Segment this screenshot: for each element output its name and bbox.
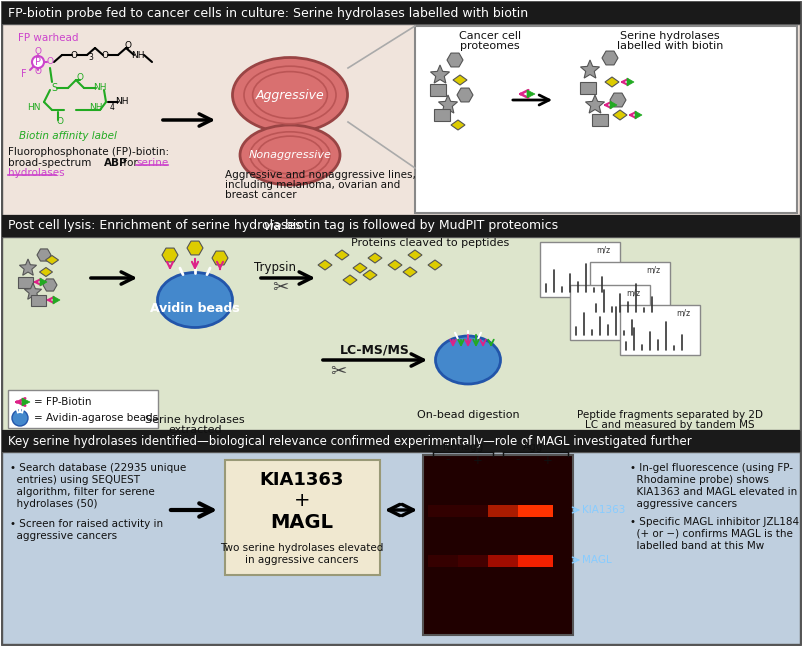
Text: Nonaggressive: Nonaggressive: [249, 150, 331, 160]
Text: +: +: [473, 453, 483, 466]
FancyBboxPatch shape: [2, 452, 800, 644]
FancyBboxPatch shape: [620, 305, 700, 355]
Polygon shape: [353, 263, 367, 273]
Polygon shape: [605, 77, 619, 87]
Polygon shape: [451, 120, 465, 130]
FancyBboxPatch shape: [2, 2, 800, 24]
Ellipse shape: [157, 273, 233, 328]
Text: 3: 3: [88, 54, 94, 63]
Text: extracted: extracted: [168, 425, 222, 435]
Polygon shape: [439, 95, 457, 113]
Polygon shape: [335, 250, 349, 260]
Text: 4: 4: [110, 103, 115, 112]
Text: Fluorophosphonate (FP)-biotin:: Fluorophosphonate (FP)-biotin:: [8, 147, 169, 157]
Text: Agg: Agg: [523, 442, 543, 452]
Polygon shape: [162, 248, 178, 262]
FancyBboxPatch shape: [570, 285, 650, 340]
Text: • In-gel fluorescence (using FP-: • In-gel fluorescence (using FP-: [630, 463, 793, 473]
FancyBboxPatch shape: [488, 555, 518, 567]
Text: O: O: [76, 74, 83, 83]
Polygon shape: [457, 88, 473, 102]
FancyBboxPatch shape: [8, 390, 158, 428]
Polygon shape: [408, 250, 422, 260]
Text: labelled band at this Mw: labelled band at this Mw: [630, 541, 764, 551]
FancyBboxPatch shape: [518, 505, 553, 517]
Text: Proteins cleaved to peptides: Proteins cleaved to peptides: [351, 238, 509, 248]
Text: ABP: ABP: [104, 158, 128, 168]
Text: m/z: m/z: [626, 289, 640, 298]
Text: including melanoma, ovarian and: including melanoma, ovarian and: [225, 180, 400, 190]
Polygon shape: [627, 78, 634, 86]
Polygon shape: [212, 251, 228, 265]
Text: MAGL: MAGL: [582, 555, 612, 565]
Text: • Specific MAGL inhibitor JZL184: • Specific MAGL inhibitor JZL184: [630, 517, 799, 527]
Text: = FP-Biotin: = FP-Biotin: [34, 397, 91, 407]
Text: NH: NH: [93, 83, 107, 92]
Polygon shape: [368, 253, 382, 263]
Ellipse shape: [233, 57, 347, 132]
Text: algorithm, filter for serene: algorithm, filter for serene: [10, 487, 155, 497]
Text: Post cell lysis: Enrichment of serine hydrolases: Post cell lysis: Enrichment of serine hy…: [8, 220, 306, 233]
Polygon shape: [581, 60, 600, 78]
Text: m/z: m/z: [646, 266, 660, 275]
Polygon shape: [527, 90, 535, 98]
Text: Rhodamine probe) shows: Rhodamine probe) shows: [630, 475, 769, 485]
Polygon shape: [46, 256, 59, 264]
Text: broad-spectrum: broad-spectrum: [8, 158, 95, 168]
FancyBboxPatch shape: [2, 215, 800, 237]
Text: HN: HN: [27, 103, 41, 112]
Text: +: +: [543, 453, 553, 466]
Text: proteomes: proteomes: [460, 41, 520, 51]
Text: = Avidin-agarose beads: = Avidin-agarose beads: [34, 413, 158, 423]
FancyBboxPatch shape: [590, 262, 670, 317]
Polygon shape: [343, 275, 357, 285]
Polygon shape: [363, 270, 377, 280]
Polygon shape: [635, 111, 642, 119]
FancyBboxPatch shape: [458, 555, 488, 567]
Text: LC-MS/MS: LC-MS/MS: [340, 344, 410, 357]
Text: aggressive cancers: aggressive cancers: [10, 531, 117, 541]
Text: +: +: [294, 490, 310, 510]
Text: F: F: [21, 69, 26, 79]
Text: Avidin beads: Avidin beads: [150, 302, 240, 315]
Text: serine: serine: [136, 158, 168, 168]
Text: (+ or −) confirms MAGL is the: (+ or −) confirms MAGL is the: [630, 529, 793, 539]
Text: in aggressive cancers: in aggressive cancers: [245, 555, 358, 565]
Text: S: S: [51, 83, 57, 93]
FancyBboxPatch shape: [488, 505, 518, 517]
FancyBboxPatch shape: [434, 109, 450, 121]
FancyBboxPatch shape: [580, 82, 596, 94]
Text: O: O: [124, 41, 132, 50]
Text: ✂: ✂: [272, 278, 288, 298]
FancyBboxPatch shape: [518, 555, 553, 567]
Text: P: P: [35, 57, 41, 67]
Text: Biotin affinity label: Biotin affinity label: [19, 131, 117, 141]
Polygon shape: [585, 95, 605, 113]
Text: Nonagg: Nonagg: [443, 442, 483, 452]
Text: hydrolases: hydrolases: [8, 168, 65, 178]
Text: Aggressive: Aggressive: [256, 89, 324, 101]
Text: Peptide fragments separated by 2D: Peptide fragments separated by 2D: [577, 410, 763, 420]
FancyBboxPatch shape: [430, 84, 446, 96]
Circle shape: [12, 410, 28, 426]
Text: O: O: [34, 48, 42, 56]
Text: LC and measured by tandem MS: LC and measured by tandem MS: [585, 420, 755, 430]
Text: KIA1363: KIA1363: [582, 505, 626, 515]
FancyBboxPatch shape: [2, 24, 800, 215]
Polygon shape: [610, 101, 617, 109]
Polygon shape: [22, 398, 30, 406]
Polygon shape: [602, 51, 618, 65]
Text: -: -: [446, 453, 450, 466]
Text: KIA1363: KIA1363: [260, 471, 344, 489]
Text: Aggressive and nonaggressive lines,: Aggressive and nonaggressive lines,: [225, 170, 416, 180]
Text: FP warhead: FP warhead: [18, 33, 79, 43]
Text: Serine hydrolases: Serine hydrolases: [620, 31, 720, 41]
Text: Key serine hydrolases identified—biological relevance confirmed experimentally—r: Key serine hydrolases identified—biologi…: [8, 435, 692, 448]
Ellipse shape: [240, 125, 340, 185]
Text: MAGL: MAGL: [270, 512, 334, 532]
FancyBboxPatch shape: [18, 276, 33, 287]
Text: hydrolases (50): hydrolases (50): [10, 499, 98, 509]
Text: Cancer cell: Cancer cell: [459, 31, 521, 41]
Polygon shape: [610, 93, 626, 107]
